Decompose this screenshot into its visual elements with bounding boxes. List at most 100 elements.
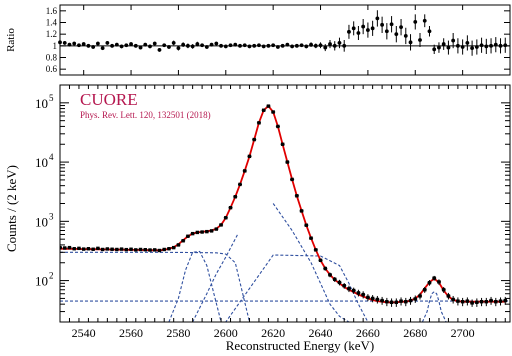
data-point [356,291,361,295]
ratio-y-tick-label: 1.4 [46,18,58,28]
ratio-plot-frame [59,4,511,76]
ratio-point [328,42,332,46]
data-point [81,247,86,251]
ratio-point [432,47,437,52]
ratio-point [323,45,328,50]
ratio-point [460,45,465,49]
data-point [427,281,432,285]
ratio-point [190,44,195,49]
x-tick-label: 2580 [166,326,190,340]
data-point [441,288,446,292]
data-point [186,234,190,238]
data-point [219,223,223,227]
ratio-point [399,25,403,30]
ratio-point [441,42,446,46]
data-point [494,300,498,304]
y-tick-exponent: 4 [49,152,54,162]
y-tick-label: 10 [35,274,48,289]
ratio-point [252,43,257,48]
data-point [413,297,417,301]
ratio-point [176,46,181,51]
data-point [124,247,129,252]
ratio-point [493,42,498,47]
data-point [176,243,181,247]
ratio-point [304,44,309,49]
data-point [266,104,271,108]
fit-component-curve [272,203,350,322]
annotation-title: CUORE [80,90,138,109]
data-point [399,299,403,303]
ratio-point [394,32,399,37]
ratio-point [129,42,133,46]
ratio-point [318,43,323,48]
ratio-point [110,43,115,48]
ratio-point [100,46,105,51]
ratio-point [119,44,124,49]
x-tick-label: 2660 [356,326,380,340]
ratio-point [498,43,503,48]
ratio-point [91,45,96,49]
ratio-point [114,42,119,47]
x-tick-label: 2600 [214,326,238,340]
ratio-y-tick-label: 0.6 [46,64,58,74]
data-point [134,248,138,252]
ratio-point [247,44,252,49]
data-point [190,231,195,236]
x-tick-label: 2680 [403,326,427,340]
ratio-point [375,16,380,21]
ratio-point [223,44,228,49]
data-point [167,247,171,251]
data-point [337,280,342,285]
ratio-point [309,42,313,47]
data-point [290,177,294,182]
data-point [153,248,157,252]
fit-curve-group [60,105,506,304]
ratio-point [81,42,86,46]
data-point [423,288,427,292]
data-point [347,286,351,291]
data-point [366,295,370,300]
data-point [394,300,399,305]
data-point [479,300,484,304]
data-point [318,258,323,262]
ratio-point [446,45,451,50]
ratio-y-tick-label: 1.2 [46,29,57,39]
data-point [451,297,455,302]
ratio-point [418,38,422,42]
data-point [200,230,204,234]
ratio-y-tick-label: 0.8 [46,53,58,63]
ratio-point [437,45,441,50]
ratio-point [204,45,209,49]
data-point [484,300,489,304]
data-point [280,142,285,146]
data-point [105,247,110,251]
ratio-y-tick-label: 1.6 [46,6,58,16]
ratio-point [280,43,285,48]
data-point [228,205,233,210]
data-point [138,247,143,252]
ratio-point [133,43,138,48]
data-point [304,223,309,227]
ratio-point [62,41,67,45]
ratio-point [384,29,389,34]
y-tick-exponent: 5 [49,93,54,103]
ratio-point [266,43,271,48]
ratio-point [503,43,508,48]
ratio-point [484,44,489,49]
main-y-axis-label: Counts / (2 keV) [4,165,19,252]
data-point [432,276,436,280]
data-point [475,300,479,305]
data-point [119,247,124,251]
ratio-point [413,20,418,24]
ratio-point [95,41,100,46]
ratio-panel: 0.60.8 1 1.21.4 1.6 Ratio [5,4,511,76]
annotation-reference: Phys. Rev. Lett. 120, 132501 (2018) [80,110,211,120]
data-point [361,292,365,297]
ratio-point [242,43,247,48]
data-point [110,247,114,251]
fit-curve [60,105,506,304]
data-point [370,296,375,301]
ratio-point [427,29,432,34]
